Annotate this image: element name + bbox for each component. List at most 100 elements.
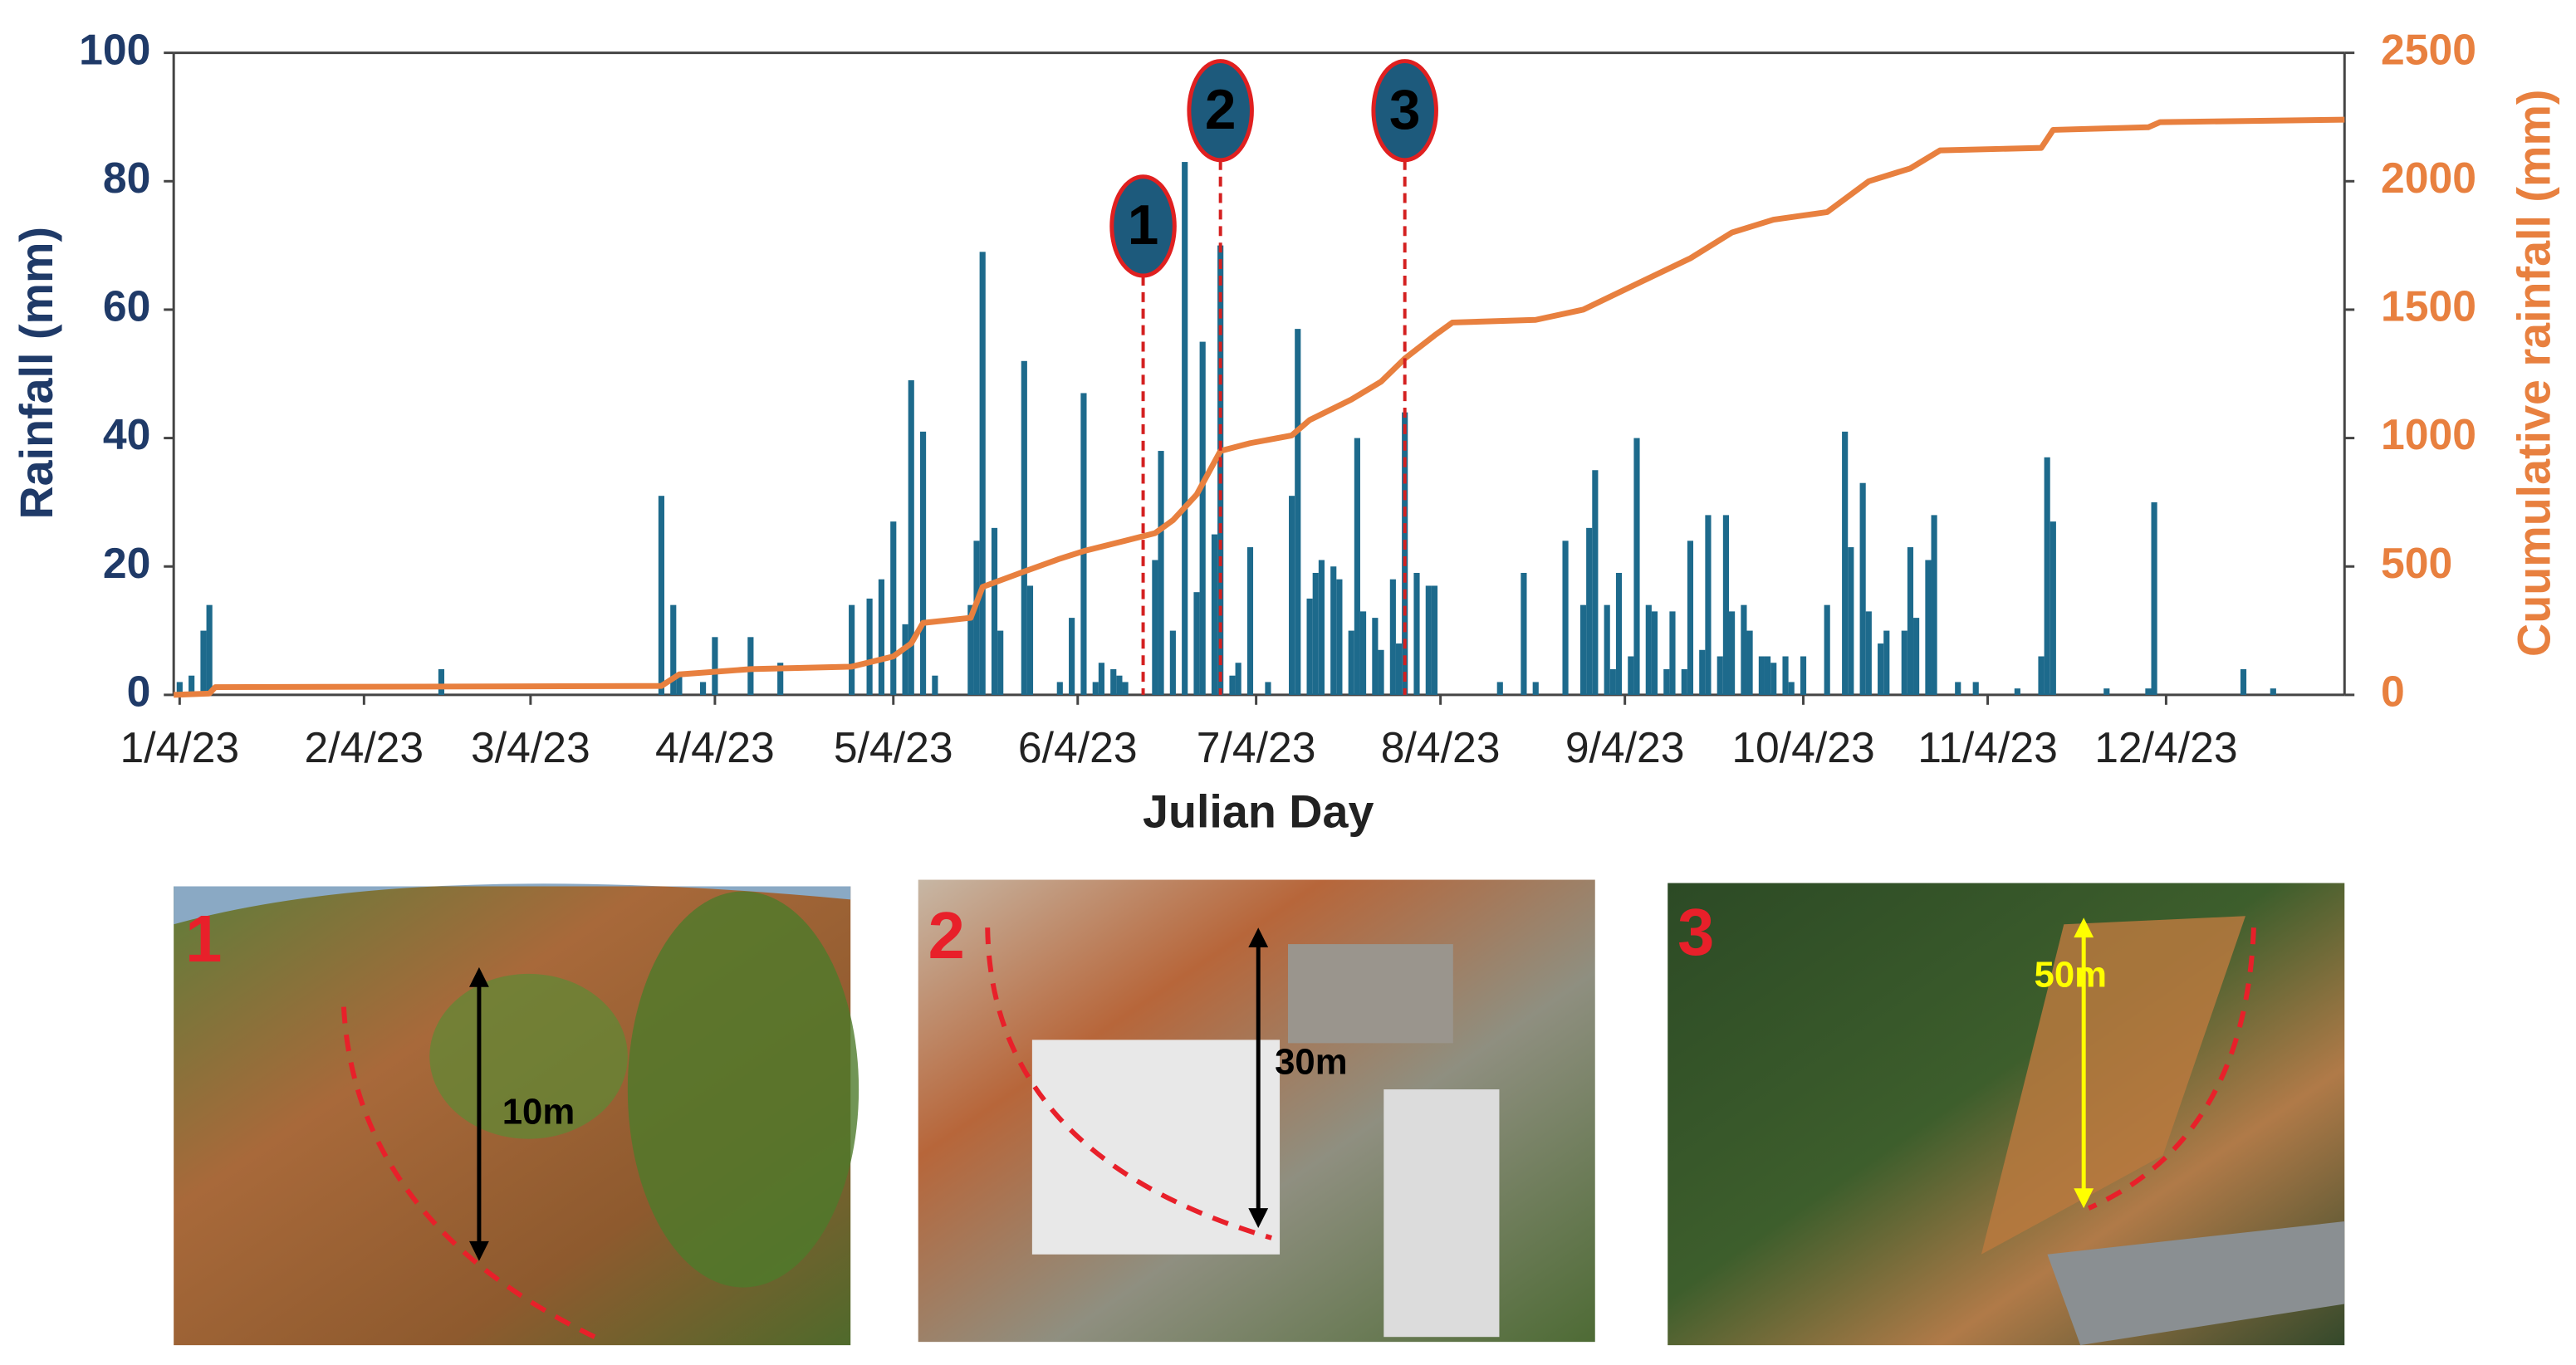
bar bbox=[2103, 688, 2110, 695]
bar bbox=[1586, 527, 1593, 695]
bar bbox=[1824, 604, 1830, 695]
x-tick-label: 8/4/23 bbox=[1381, 723, 1501, 771]
building bbox=[1288, 944, 1453, 1044]
bar bbox=[1741, 604, 1747, 695]
bar bbox=[1235, 663, 1241, 695]
bar bbox=[1080, 393, 1087, 695]
x-tick-label: 12/4/23 bbox=[2094, 723, 2237, 771]
bar bbox=[1925, 560, 1932, 695]
y-tick-label: 40 bbox=[103, 410, 150, 458]
y2-tick-label: 2500 bbox=[2381, 25, 2476, 73]
event-bubble bbox=[1187, 59, 1254, 163]
bar bbox=[699, 682, 707, 695]
bar bbox=[1359, 611, 1367, 695]
bar bbox=[1782, 656, 1789, 695]
bar bbox=[1152, 560, 1158, 695]
bar bbox=[1158, 451, 1164, 695]
bar bbox=[1645, 604, 1652, 695]
bar bbox=[1021, 360, 1027, 695]
bar bbox=[1521, 572, 1527, 695]
bar bbox=[919, 431, 927, 695]
bar bbox=[1336, 579, 1343, 695]
bar bbox=[1681, 668, 1687, 695]
bar bbox=[991, 527, 998, 695]
height-label: 10m bbox=[502, 1091, 575, 1132]
sky bbox=[174, 883, 851, 925]
x-tick-label: 5/4/23 bbox=[834, 723, 953, 771]
bar bbox=[1848, 547, 1854, 695]
bar bbox=[1729, 611, 1736, 695]
bar bbox=[1211, 534, 1218, 695]
bar bbox=[1907, 547, 1914, 695]
bar bbox=[1746, 630, 1753, 695]
bar bbox=[1199, 341, 1206, 695]
bar bbox=[866, 598, 873, 695]
bar bbox=[1110, 668, 1117, 695]
y-tick-label: 20 bbox=[103, 539, 150, 587]
bar bbox=[2240, 668, 2247, 695]
vegetation bbox=[627, 891, 859, 1288]
bar bbox=[1687, 541, 1694, 695]
y2-tick-label: 2000 bbox=[2381, 154, 2476, 202]
bar bbox=[712, 637, 718, 695]
bar bbox=[1389, 579, 1396, 695]
bar bbox=[2014, 688, 2020, 695]
bar bbox=[1217, 245, 1224, 695]
bar bbox=[1069, 618, 1075, 695]
road bbox=[2047, 1221, 2345, 1346]
bar bbox=[1669, 611, 1676, 695]
x-tick-label: 3/4/23 bbox=[471, 723, 590, 771]
height-label: 50m bbox=[2035, 954, 2108, 995]
building bbox=[1383, 1089, 1500, 1338]
bar bbox=[1413, 572, 1420, 695]
bar bbox=[777, 663, 784, 695]
photo-2: 2 30m bbox=[918, 879, 1595, 1343]
bar bbox=[1609, 668, 1616, 695]
scarp-line bbox=[340, 1006, 596, 1339]
bar bbox=[908, 379, 914, 695]
bar bbox=[1306, 598, 1313, 695]
bar bbox=[1431, 585, 1438, 695]
y-tick-label: 0 bbox=[127, 668, 151, 716]
bar bbox=[1579, 604, 1587, 695]
bar bbox=[1931, 515, 1937, 695]
y-tick-label: 80 bbox=[103, 154, 150, 202]
bar bbox=[1628, 656, 1634, 695]
bar bbox=[1592, 470, 1599, 695]
bar bbox=[1615, 572, 1623, 695]
bar bbox=[1788, 682, 1795, 695]
event-label: 3 bbox=[1389, 79, 1421, 141]
y2-tick-label: 1500 bbox=[2381, 282, 2476, 330]
bar bbox=[932, 675, 938, 695]
x-tick-label: 2/4/23 bbox=[305, 723, 424, 771]
x-tick-label: 7/4/23 bbox=[1197, 723, 1316, 771]
bar bbox=[1651, 611, 1658, 695]
bar bbox=[1878, 643, 1884, 695]
bar bbox=[1604, 604, 1610, 695]
bar bbox=[973, 541, 980, 695]
event-bubble bbox=[1371, 59, 1438, 163]
event-label: 1 bbox=[1128, 194, 1159, 257]
y2-tick-label: 1000 bbox=[2381, 410, 2476, 458]
bar bbox=[1758, 656, 1765, 695]
bar bbox=[1913, 618, 1920, 695]
bar bbox=[1722, 515, 1729, 695]
bar bbox=[1901, 630, 1908, 695]
bar bbox=[1372, 618, 1379, 695]
bar bbox=[1348, 630, 1354, 695]
event-bubble bbox=[1109, 174, 1177, 278]
photos: 1 10m 2 30m 3 50m bbox=[174, 879, 2345, 1346]
y2-tick-label: 500 bbox=[2381, 539, 2452, 587]
bar bbox=[1972, 682, 1979, 695]
bar bbox=[1562, 541, 1569, 695]
photo-number: 3 bbox=[1677, 895, 1714, 969]
y-axis-label: Rainfall (mm) bbox=[11, 227, 62, 520]
bar bbox=[1705, 515, 1712, 695]
bar bbox=[997, 630, 1004, 695]
bar bbox=[1092, 682, 1099, 695]
bar bbox=[1182, 162, 1188, 695]
photo-number: 2 bbox=[928, 898, 965, 972]
cumulative-line bbox=[174, 116, 2345, 698]
bar bbox=[1026, 585, 1034, 695]
bar bbox=[2270, 688, 2276, 695]
